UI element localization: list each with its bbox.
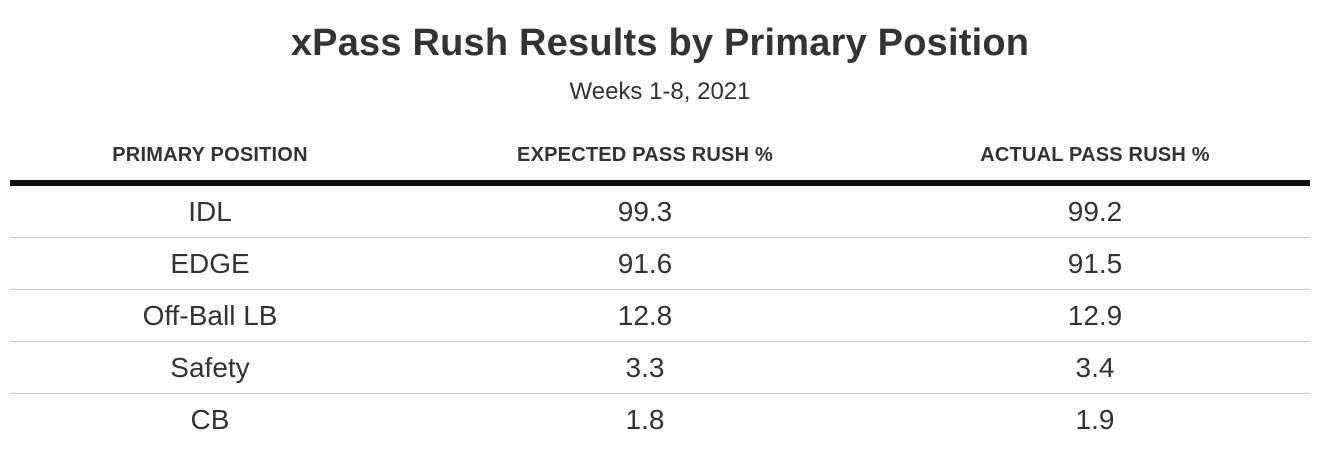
table-row: EDGE 91.6 91.5 — [10, 238, 1310, 290]
expected-value-cell: 1.8 — [625, 403, 665, 435]
actual-value-cell: 3.4 — [1075, 351, 1115, 383]
actual-value-cell: 1.9 — [1075, 403, 1115, 435]
table-row: Safety 3.3 3.4 — [10, 342, 1310, 394]
table-header-row: PRIMARY POSITION EXPECTED PASS RUSH % AC… — [10, 130, 1310, 186]
results-table: PRIMARY POSITION EXPECTED PASS RUSH % AC… — [10, 130, 1310, 445]
position-cell: IDL — [188, 195, 232, 227]
column-header-expected-pass-rush: EXPECTED PASS RUSH % — [517, 143, 773, 166]
table-row: CB 1.8 1.9 — [10, 394, 1310, 445]
column-header-primary-position: PRIMARY POSITION — [112, 143, 308, 166]
actual-value-cell: 12.9 — [1067, 299, 1123, 331]
position-cell: CB — [190, 403, 230, 435]
expected-value-cell: 99.3 — [617, 195, 673, 227]
actual-value-cell: 99.2 — [1067, 195, 1123, 227]
table-row: Off-Ball LB 12.8 12.9 — [10, 290, 1310, 342]
position-cell: Off-Ball LB — [142, 299, 278, 331]
expected-value-cell: 91.6 — [617, 247, 673, 279]
position-cell: Safety — [170, 351, 250, 383]
chart-title: xPass Rush Results by Primary Position — [290, 22, 1030, 64]
expected-value-cell: 3.3 — [625, 351, 665, 383]
table-row: IDL 99.3 99.2 — [10, 186, 1310, 238]
chart-subtitle: Weeks 1-8, 2021 — [569, 78, 751, 105]
actual-value-cell: 91.5 — [1067, 247, 1123, 279]
column-header-actual-pass-rush: ACTUAL PASS RUSH % — [980, 143, 1210, 166]
position-cell: EDGE — [170, 247, 250, 279]
expected-value-cell: 12.8 — [617, 299, 673, 331]
